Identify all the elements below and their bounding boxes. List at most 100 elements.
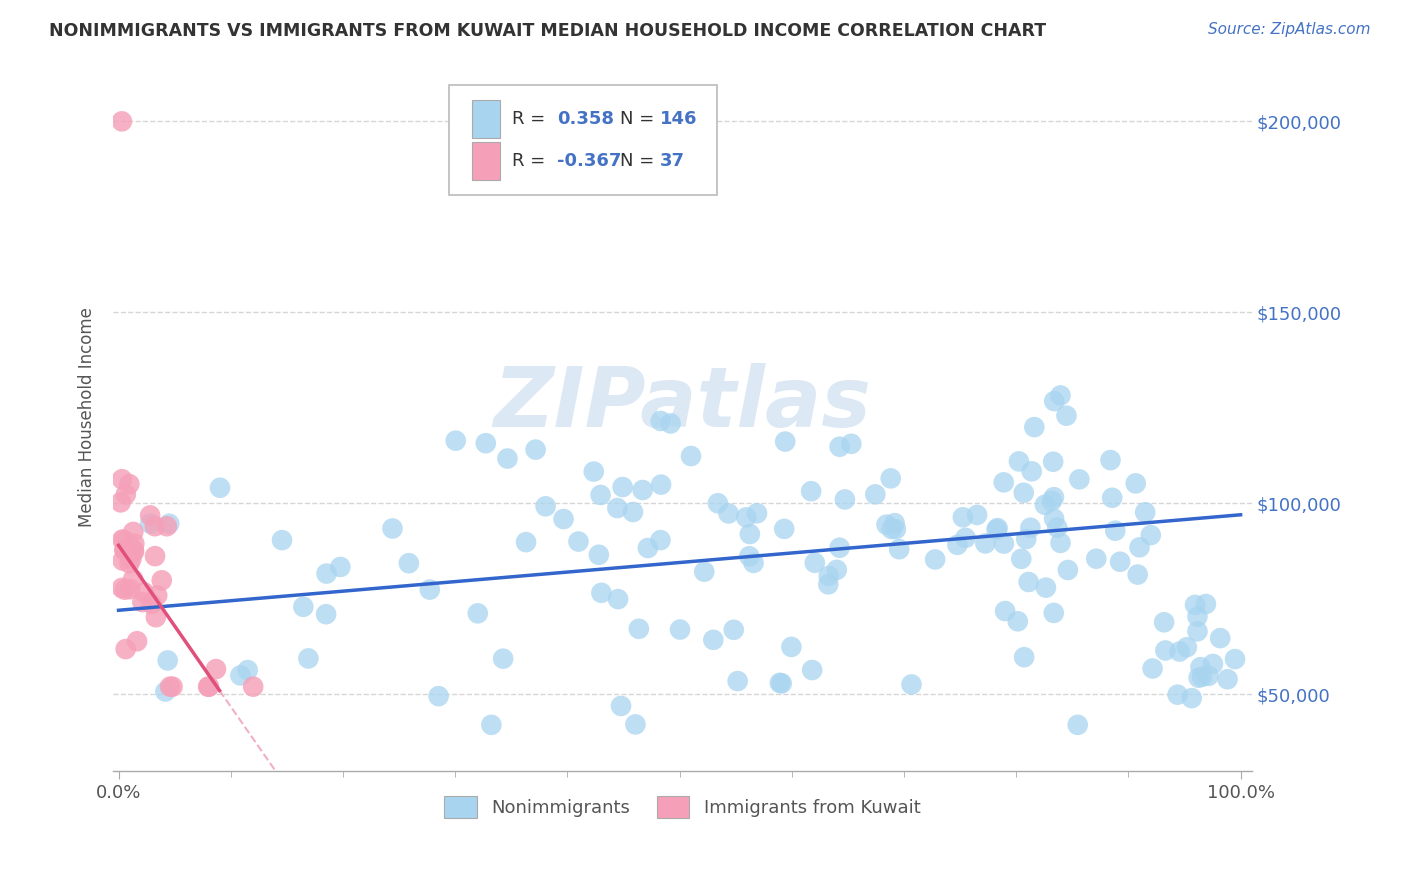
Point — [738, 527, 761, 541]
Point — [315, 607, 337, 622]
Point — [553, 512, 575, 526]
Point — [534, 500, 557, 514]
Point — [1069, 472, 1091, 486]
Point — [987, 521, 1010, 535]
Point — [727, 674, 749, 689]
Point — [1042, 455, 1064, 469]
Point — [1057, 563, 1080, 577]
Point — [1018, 574, 1040, 589]
Point — [198, 680, 221, 694]
Point — [659, 417, 682, 431]
Point — [1012, 650, 1035, 665]
Point — [834, 492, 856, 507]
Point — [693, 565, 716, 579]
Point — [567, 534, 589, 549]
Point — [159, 680, 181, 694]
Point — [865, 487, 887, 501]
Point — [1043, 512, 1066, 526]
Point — [839, 437, 862, 451]
Point — [828, 541, 851, 555]
Point — [111, 581, 134, 595]
Point — [804, 556, 827, 570]
Point — [114, 582, 136, 597]
Text: R =: R = — [512, 110, 544, 128]
Point — [745, 506, 768, 520]
Point — [1189, 660, 1212, 674]
Point — [1175, 640, 1198, 655]
Point — [884, 522, 907, 536]
Point — [271, 533, 294, 548]
Point — [742, 556, 765, 570]
Point — [1125, 476, 1147, 491]
Point — [122, 524, 145, 539]
Point — [156, 519, 179, 533]
Point — [205, 662, 228, 676]
Point — [612, 480, 634, 494]
Point — [1187, 609, 1209, 624]
Point — [120, 582, 142, 596]
Point — [1153, 615, 1175, 630]
Point — [1021, 464, 1043, 478]
Point — [444, 434, 467, 448]
Point — [1168, 644, 1191, 658]
Point — [229, 668, 252, 682]
Point — [817, 569, 839, 583]
Point — [479, 718, 502, 732]
Point — [889, 542, 911, 557]
Point — [650, 414, 672, 428]
Point — [966, 508, 988, 522]
Legend: Nonimmigrants, Immigrants from Kuwait: Nonimmigrants, Immigrants from Kuwait — [437, 789, 928, 825]
Point — [1126, 567, 1149, 582]
Point — [197, 680, 219, 694]
Point — [621, 505, 644, 519]
Point — [1043, 490, 1066, 504]
Text: Source: ZipAtlas.com: Source: ZipAtlas.com — [1208, 22, 1371, 37]
Point — [650, 477, 672, 491]
Point — [419, 582, 441, 597]
Point — [398, 556, 420, 570]
Point — [1202, 657, 1225, 671]
Point — [1033, 498, 1056, 512]
Point — [773, 522, 796, 536]
Point — [118, 477, 141, 491]
Point — [1195, 597, 1218, 611]
Point — [122, 572, 145, 586]
Point — [1046, 520, 1069, 534]
Point — [111, 553, 134, 567]
Point — [591, 586, 613, 600]
Point — [610, 698, 633, 713]
Point — [631, 483, 654, 497]
Point — [297, 651, 319, 665]
Point — [111, 114, 134, 128]
Point — [825, 563, 848, 577]
Point — [780, 640, 803, 654]
Point — [515, 535, 537, 549]
Point — [145, 610, 167, 624]
Point — [1181, 691, 1204, 706]
Point — [993, 475, 1015, 490]
Point — [1007, 615, 1029, 629]
Point — [707, 496, 730, 510]
Point — [955, 531, 977, 545]
Point — [1042, 606, 1064, 620]
Point — [801, 663, 824, 677]
Point — [114, 487, 136, 501]
Text: NONIMMIGRANTS VS IMMIGRANTS FROM KUWAIT MEDIAN HOUSEHOLD INCOME CORRELATION CHAR: NONIMMIGRANTS VS IMMIGRANTS FROM KUWAIT … — [49, 22, 1046, 40]
Point — [124, 536, 146, 550]
Point — [880, 471, 903, 485]
Point — [1139, 528, 1161, 542]
Point — [1187, 671, 1209, 685]
Point — [589, 488, 612, 502]
Point — [946, 538, 969, 552]
Point — [738, 549, 761, 564]
Text: 0.358: 0.358 — [557, 110, 614, 128]
Point — [974, 536, 997, 550]
Point — [650, 533, 672, 548]
Point — [1198, 669, 1220, 683]
Text: 37: 37 — [659, 152, 685, 170]
Text: -0.367: -0.367 — [557, 152, 621, 170]
Point — [292, 599, 315, 614]
Point — [125, 634, 148, 648]
Point — [606, 501, 628, 516]
Point — [112, 533, 135, 547]
